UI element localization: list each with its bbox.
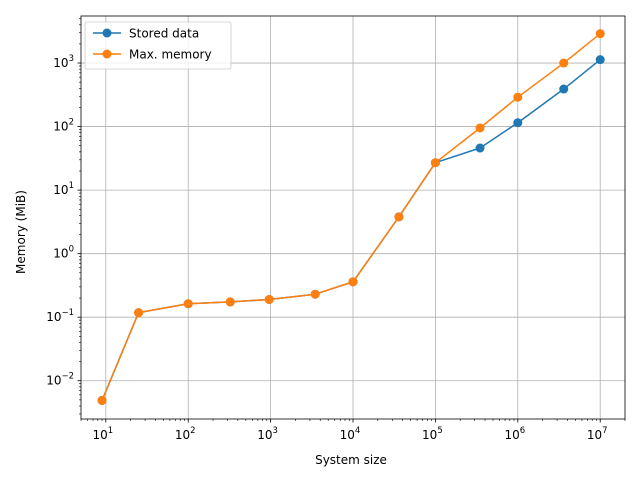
data-point-stored-data (513, 118, 523, 128)
legend-label-stored-data: Stored data (129, 27, 199, 41)
series-max-memory (97, 29, 605, 405)
legend-marker-stored-data (102, 28, 112, 38)
legend-label-max-memory: Max. memory (129, 48, 212, 62)
y-tick-label-1e2: 102 (53, 118, 74, 134)
x-tick-label-1e7: 107 (587, 426, 608, 442)
legend-marker-max-memory (102, 49, 112, 59)
legend: Stored data Max. memory (84, 21, 232, 70)
series-layer (97, 29, 605, 405)
data-point-max-memory (430, 158, 440, 168)
y-tick-label-1e3: 103 (53, 54, 74, 70)
x-tick-label-1e6: 106 (504, 426, 525, 442)
data-point-max-memory (310, 289, 320, 299)
data-point-stored-data (595, 55, 605, 65)
x-tick-label-1e3: 103 (257, 426, 278, 442)
data-point-stored-data (559, 84, 569, 94)
data-point-max-memory (225, 297, 235, 307)
y-axis-label: Memory (MiB) (14, 190, 28, 274)
grid (81, 16, 625, 419)
x-tick-label-1e2: 102 (175, 426, 196, 442)
data-point-max-memory (264, 294, 274, 304)
y-tick-label-1e0: 100 (53, 245, 74, 261)
data-point-max-memory (595, 29, 605, 39)
data-point-stored-data (475, 143, 485, 153)
data-point-max-memory (559, 58, 569, 68)
data-point-max-memory (97, 395, 107, 405)
x-tick-label-1e4: 104 (340, 426, 361, 442)
data-point-max-memory (134, 308, 144, 318)
x-tick-label-1e5: 105 (422, 426, 443, 442)
x-axis-label: System size (315, 453, 387, 467)
x-tick-label-1e1: 101 (92, 426, 113, 442)
y-tick-label-1em2: 10−2 (46, 372, 74, 388)
y-tick-label-1em1: 10−1 (46, 308, 74, 324)
data-point-max-memory (348, 277, 358, 287)
data-point-max-memory (183, 299, 193, 309)
ticks: 101 102 103 104 105 106 107 10−2 10−1 100 101 102 10… (46, 18, 626, 442)
data-point-max-memory (475, 123, 485, 133)
data-point-max-memory (394, 212, 404, 222)
data-point-max-memory (513, 92, 523, 102)
y-tick-label-1e1: 101 (53, 181, 74, 197)
legend-box (84, 21, 232, 70)
